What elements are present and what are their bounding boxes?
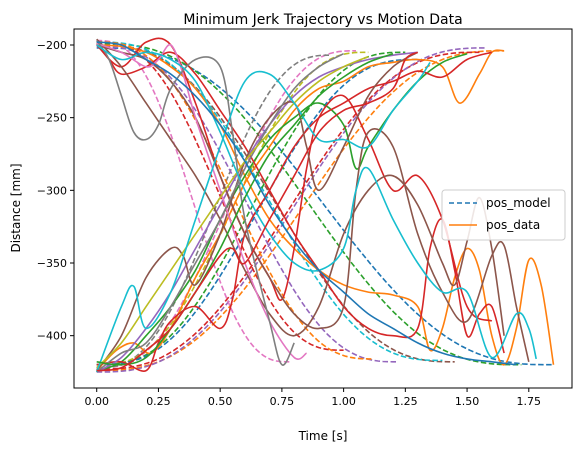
data-line: [96, 52, 394, 366]
model-line: [96, 47, 554, 366]
x-axis: 0.00 0.25 0.50 0.75 1.00 1.25 1.50 1.75: [84, 388, 541, 408]
data-lines: [95, 37, 555, 373]
x-tick-label: 1.00: [331, 395, 356, 408]
model-line: [96, 41, 374, 360]
chart-title: Minimum Jerk Trajectory vs Motion Data: [183, 12, 462, 28]
model-line: [96, 45, 398, 363]
data-line: [96, 44, 530, 362]
legend: pos_model pos_data: [441, 189, 566, 241]
data-line: [96, 51, 419, 372]
x-tick-label: 1.75: [517, 395, 542, 408]
x-tick-label: 1.50: [455, 395, 480, 408]
data-line: [96, 52, 344, 373]
x-axis-label: Time [s]: [298, 429, 348, 443]
legend-label-model: pos_model: [486, 196, 551, 210]
data-line: [96, 41, 517, 366]
x-tick-label: 0.75: [270, 395, 295, 408]
y-axis: −200 −250 −300 −350 −400: [37, 39, 74, 343]
data-line: [96, 51, 493, 372]
model-line: [96, 41, 344, 352]
y-tick-label: −200: [37, 39, 67, 52]
legend-box: [441, 189, 566, 241]
x-tick-label: 0.25: [146, 395, 171, 408]
x-tick-label: 0.50: [208, 395, 233, 408]
y-tick-label: −400: [37, 330, 67, 343]
x-tick-label: 1.25: [393, 395, 418, 408]
y-tick-label: −350: [37, 257, 67, 270]
data-line: [95, 61, 431, 373]
y-axis-label: Distance [mm]: [9, 163, 23, 252]
model-line: [96, 44, 455, 363]
data-line: [96, 55, 369, 369]
model-line: [96, 51, 480, 370]
model-line: [96, 42, 522, 366]
y-tick-label: −300: [37, 184, 67, 197]
model-line: [96, 39, 290, 363]
data-line: [96, 40, 295, 366]
legend-label-data: pos_data: [486, 218, 540, 232]
plot-frame: [73, 28, 573, 389]
data-line: [96, 51, 419, 372]
data-line: [96, 44, 537, 360]
model-line: [96, 58, 418, 366]
x-tick-label: 0.00: [84, 395, 109, 408]
data-line: [96, 51, 418, 373]
y-tick-label: −250: [37, 112, 67, 125]
